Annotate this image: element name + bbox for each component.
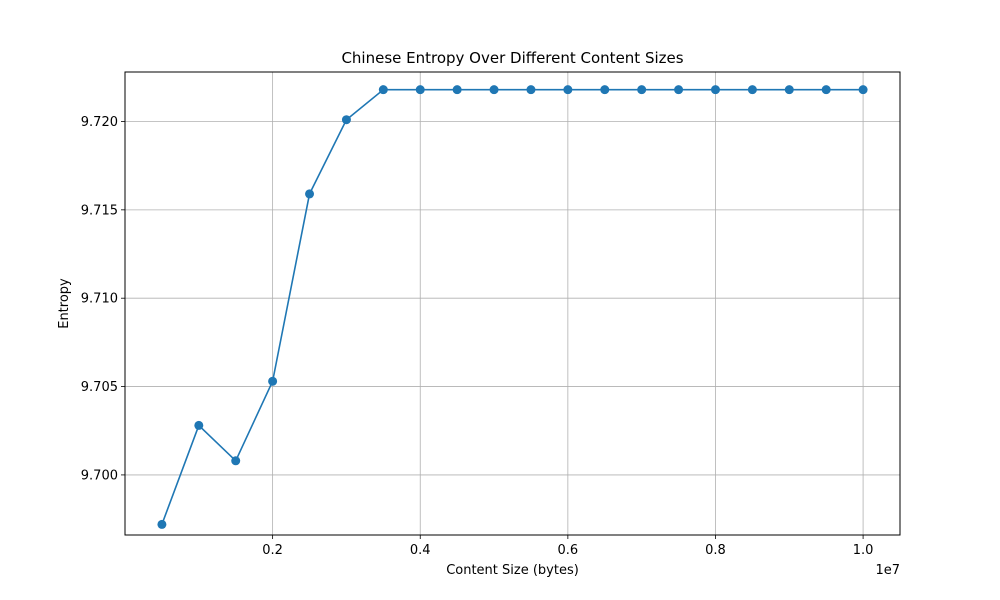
y-tick-label: 9.715	[81, 203, 118, 218]
x-tick-label: 0.2	[262, 543, 283, 558]
x-tick-label: 1.0	[853, 543, 874, 558]
x-tick-label: 0.6	[558, 543, 579, 558]
data-point	[453, 85, 462, 94]
chart-title: Chinese Entropy Over Different Content S…	[341, 49, 683, 67]
data-point	[600, 85, 609, 94]
data-point	[194, 421, 203, 430]
data-point	[268, 377, 277, 386]
data-point	[822, 85, 831, 94]
data-point	[231, 456, 240, 465]
x-tick-label: 0.4	[410, 543, 431, 558]
data-point	[416, 85, 425, 94]
data-point	[637, 85, 646, 94]
y-tick-label: 9.700	[81, 468, 118, 483]
y-tick-label: 9.710	[81, 292, 118, 307]
data-point	[711, 85, 720, 94]
x-axis-label: Content Size (bytes)	[446, 563, 579, 578]
data-point	[859, 85, 868, 94]
data-point	[785, 85, 794, 94]
data-point	[342, 115, 351, 124]
data-point	[305, 189, 314, 198]
data-point	[674, 85, 683, 94]
y-tick-label: 9.720	[81, 115, 118, 130]
data-point	[748, 85, 757, 94]
data-point	[490, 85, 499, 94]
x-tick-label: 0.8	[705, 543, 726, 558]
data-point	[563, 85, 572, 94]
data-point	[157, 520, 166, 529]
y-tick-label: 9.705	[81, 380, 118, 395]
data-point	[379, 85, 388, 94]
data-point	[526, 85, 535, 94]
y-axis-label: Entropy	[57, 278, 72, 329]
x-axis-offset-label: 1e7	[875, 563, 900, 578]
